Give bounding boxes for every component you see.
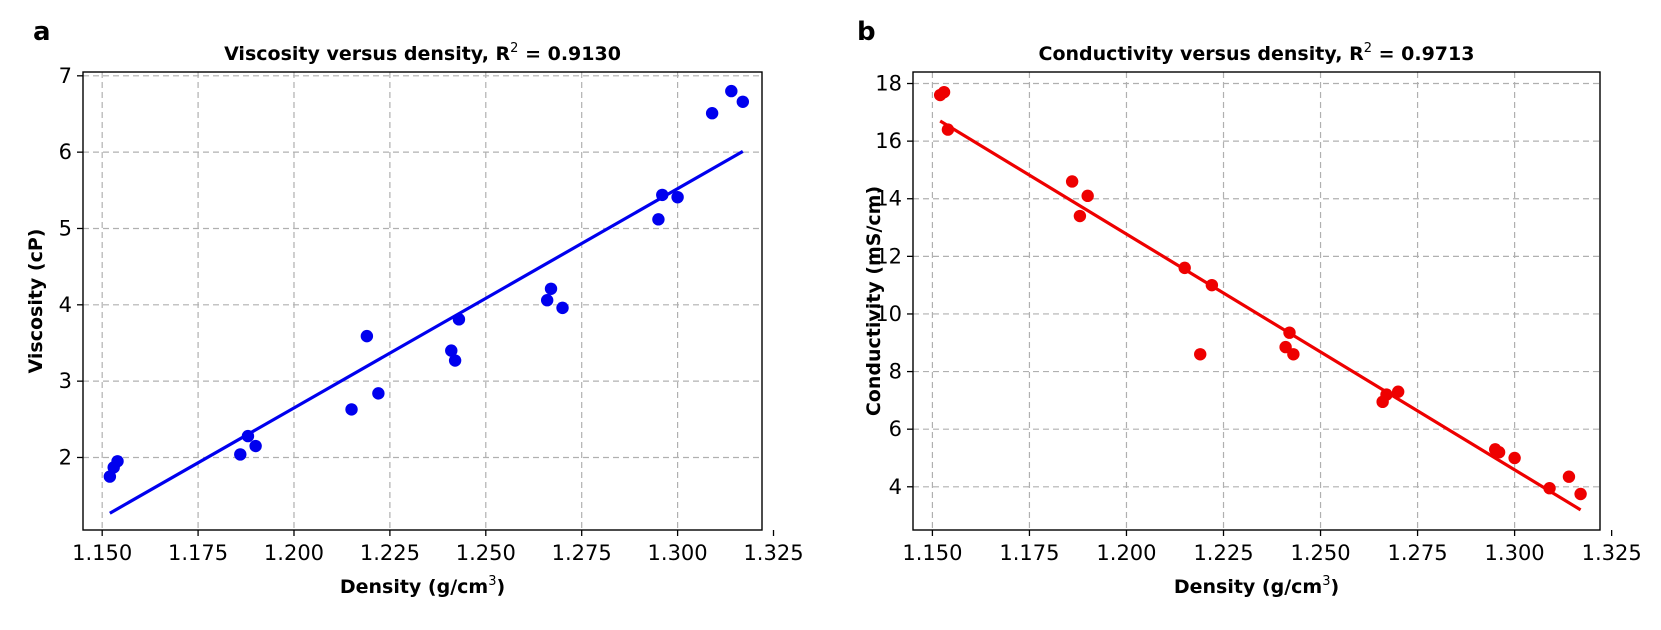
panel-b-ytick-label-5: 14 — [875, 187, 902, 211]
panel-a-data-point-12 — [540, 294, 554, 307]
panel-a-data-point-9 — [445, 344, 458, 357]
panel-a-data-point-5 — [249, 439, 262, 453]
panel-a-data-point-8 — [372, 387, 385, 400]
panel-a-data-point-17 — [671, 190, 684, 204]
panel-b-x-axis-label: Density (g/cm3) — [1174, 574, 1339, 598]
panel-b-fit-line — [939, 119, 1582, 512]
panel-a-xlabel-sup: 3 — [488, 574, 496, 589]
panel-b-data-point-10 — [1283, 326, 1296, 339]
panel-a-ytick-label-0: 2 — [59, 445, 72, 469]
panel-b-ytick-label-3: 10 — [875, 302, 902, 326]
panel-b-data-point-5 — [1081, 189, 1094, 203]
panel-a-viscosity-chart: a 1.150 1.175 1.200 1.225 1.250 1.275 1.300 1.32… — [25, 17, 804, 598]
panel-a-xtick-label-5: 1.275 — [552, 541, 612, 565]
panel-a-title: Viscosity versus density, R2 = 0.9130 — [224, 41, 621, 65]
panel-b-data-point-4 — [1073, 209, 1087, 223]
panel-a-data-point-3 — [234, 448, 247, 461]
panel-a-data-point-11 — [452, 313, 466, 326]
panel-b-data-point-2 — [941, 123, 955, 136]
panel-b-xtick-label-1: 1.175 — [999, 541, 1059, 565]
panel-b-data-point-9 — [1279, 340, 1292, 354]
panel-a-ytick-label-2: 4 — [59, 293, 72, 317]
panel-a-ytick-label-5: 7 — [59, 64, 72, 88]
panel-b-data-point-11 — [1287, 348, 1300, 361]
panel-a-xlabel-suffix: ) — [496, 576, 505, 598]
panel-b-xtick-label-0: 1.150 — [902, 541, 962, 565]
panel-a-ytick-label-4: 6 — [59, 140, 72, 164]
panel-a-data-point-20 — [736, 95, 750, 108]
panel-a-data-point-10 — [448, 354, 462, 367]
panel-b-ytick-label-6: 16 — [875, 129, 902, 153]
panel-b-conductivity-chart: b 1.150 1.175 1.200 1.225 1.250 1.275 1.300 1.32… — [857, 17, 1642, 598]
panel-b-title: Conductivity versus density, R2 = 0.9713 — [1039, 41, 1475, 65]
panel-a-data-point-14 — [556, 301, 569, 315]
panel-a-xtick-label-7: 1.325 — [743, 541, 803, 565]
panel-b-title-suffix: = 0.9713 — [1372, 43, 1474, 65]
panel-a-title-suffix: = 0.9130 — [518, 43, 620, 65]
panel-b-ytick-label-0: 4 — [889, 475, 902, 499]
panel-b-data-point-19 — [1562, 470, 1576, 483]
panel-b-xtick-label-2: 1.200 — [1096, 541, 1156, 565]
panel-b-data-point-8 — [1205, 278, 1219, 292]
panel-a-xtick-label-1: 1.175 — [168, 541, 228, 565]
panel-a-fit-line — [109, 149, 744, 515]
panel-b-plot-frame — [912, 71, 1601, 531]
panel-b-ytick-label-1: 6 — [889, 417, 902, 441]
panel-b-xtick-label-7: 1.325 — [1582, 541, 1642, 565]
panel-a-xlabel-main: Density (g/cm — [340, 576, 488, 598]
panel-b-letter: b — [857, 17, 876, 47]
panel-a-data-point-6 — [345, 403, 358, 416]
panel-b-title-sup: 2 — [1364, 41, 1372, 56]
panel-b-ytick-label-4: 12 — [875, 244, 902, 268]
panel-a-data-point-2 — [111, 455, 124, 468]
panel-b-ytick-label-2: 8 — [889, 360, 902, 384]
panel-a-title-sup: 2 — [510, 41, 518, 56]
panel-b-xtick-label-4: 1.250 — [1290, 541, 1350, 565]
panel-a-ytick-label-1: 3 — [59, 369, 72, 393]
panel-b-y-axis-label: Conductivity (mS/cm) — [863, 186, 885, 416]
panel-b-xtick-label-3: 1.225 — [1193, 541, 1253, 565]
panel-b-data-point-17 — [1508, 451, 1521, 465]
panel-b-data-point-7 — [1194, 348, 1207, 361]
panel-a-xtick-label-0: 1.150 — [72, 541, 132, 565]
panel-a-data-point-19 — [725, 84, 738, 98]
panel-b-title-main: Conductivity versus density, R — [1039, 43, 1365, 65]
panel-a-x-axis-label: Density (g/cm3) — [340, 574, 505, 598]
panel-a-xtick-label-4: 1.250 — [456, 541, 516, 565]
panel-a-data-point-15 — [652, 213, 665, 226]
panel-a-y-axis-label: Viscosity (cP) — [25, 229, 47, 374]
panel-a-xtick-label-2: 1.200 — [264, 541, 324, 565]
panel-a-xtick-label-3: 1.225 — [360, 541, 420, 565]
panel-b-xlabel-suffix: ) — [1330, 576, 1339, 598]
panel-b-xtick-label-5: 1.275 — [1388, 541, 1448, 565]
panel-b-xtick-label-6: 1.300 — [1485, 541, 1545, 565]
panel-b-data-point-1 — [937, 85, 951, 99]
panel-a-data-point-4 — [241, 429, 255, 443]
panel-a-ytick-label-3: 5 — [59, 216, 72, 240]
panel-a-letter: a — [33, 17, 51, 47]
panel-b-data-point-6 — [1178, 261, 1191, 275]
panel-b-data-point-3 — [1065, 175, 1079, 188]
panel-a-xtick-label-6: 1.300 — [648, 541, 708, 565]
panel-a-plot-frame — [82, 71, 763, 531]
panel-a-data-point-16 — [656, 188, 669, 202]
panel-b-data-point-16 — [1492, 446, 1506, 459]
panel-b-xlabel-main: Density (g/cm — [1174, 576, 1322, 598]
panel-a-data-point-13 — [544, 282, 558, 295]
panel-b-ytick-label-7: 18 — [875, 72, 902, 96]
panel-b-data-point-13 — [1380, 388, 1393, 401]
panel-b-data-point-20 — [1574, 487, 1587, 501]
panel-b-data-point-18 — [1543, 482, 1556, 495]
panel-b-xlabel-sup: 3 — [1322, 574, 1330, 589]
panel-a-title-main: Viscosity versus density, R — [224, 43, 510, 65]
panel-b-data-point-14 — [1391, 385, 1405, 398]
panel-a-data-point-18 — [705, 107, 719, 120]
panel-a-data-point-7 — [360, 329, 374, 343]
